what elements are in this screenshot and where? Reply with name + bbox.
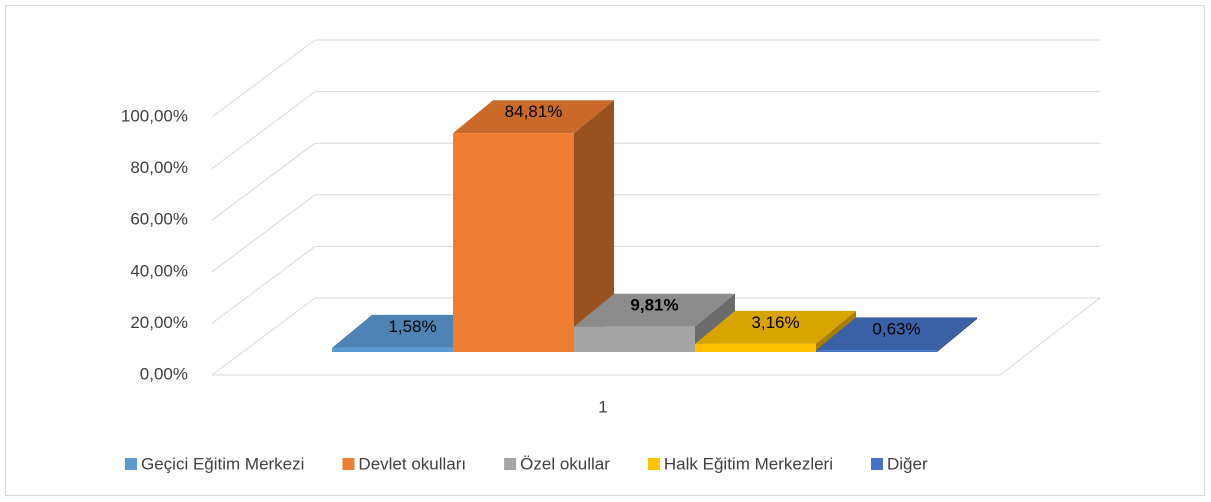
bar-top	[695, 310, 856, 344]
x-tick-label: 1	[598, 397, 607, 416]
bar-side	[937, 317, 977, 352]
legend-swatch	[871, 458, 883, 470]
bar	[574, 326, 695, 352]
grid-line	[211, 39, 316, 118]
legend-swatch	[647, 458, 660, 470]
grid-line	[211, 297, 316, 376]
y-tick-label: 60,00%	[130, 210, 188, 229]
legend-swatch	[504, 458, 517, 470]
legend-swatch	[125, 458, 137, 470]
y-tick-label: 80,00%	[130, 158, 188, 177]
bar-top	[816, 317, 977, 351]
bar-side	[816, 310, 856, 352]
y-tick-label: 0,00%	[140, 364, 188, 383]
bar	[332, 347, 453, 352]
data-label: 3,16%	[751, 313, 799, 332]
y-tick-label: 20,00%	[130, 313, 188, 332]
bar-top	[574, 293, 735, 327]
legend-label: Devlet okulları	[358, 454, 466, 473]
legend-label: Özel okullar	[520, 454, 610, 473]
grid-line	[211, 194, 316, 273]
grid-line	[211, 245, 316, 324]
bar-top	[453, 100, 614, 134]
y-tick-label: 100,00%	[121, 106, 188, 125]
bar	[816, 350, 937, 352]
bar	[453, 133, 574, 352]
grid-line	[211, 91, 316, 170]
data-label: 84,81%	[505, 102, 563, 121]
legend-label: Geçici Eğitim Merkezi	[141, 454, 304, 473]
y-tick-label: 40,00%	[130, 261, 188, 280]
legend-label: Halk Eğitim Merkezleri	[664, 454, 833, 473]
floor-edge	[999, 297, 1101, 376]
bar-side	[574, 100, 614, 352]
legend-label: Diğer	[887, 454, 928, 473]
bar	[695, 343, 816, 352]
bar-top	[332, 314, 493, 348]
legend-swatch	[342, 458, 355, 470]
data-label: 9,81%	[630, 296, 678, 315]
data-label: 0,63%	[872, 319, 920, 338]
grid-line	[211, 142, 316, 221]
data-label: 1,58%	[388, 317, 436, 336]
